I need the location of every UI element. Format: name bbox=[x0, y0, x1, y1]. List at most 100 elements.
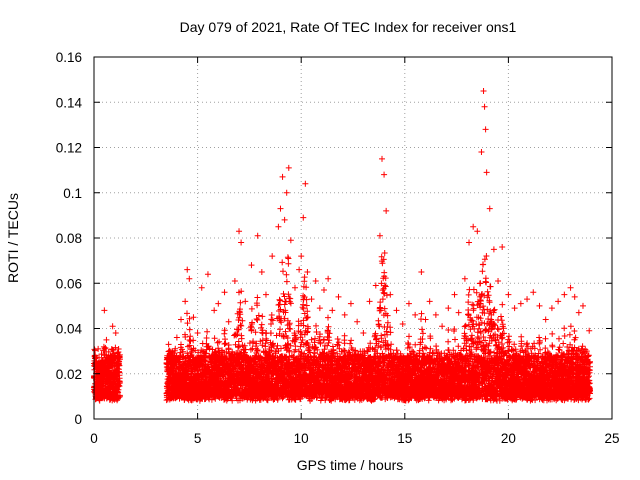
data-point bbox=[269, 253, 276, 260]
data-point bbox=[238, 239, 245, 246]
x-tick-labels: 0 5 10 15 20 25 bbox=[90, 431, 619, 446]
data-point bbox=[198, 284, 205, 291]
data-point bbox=[387, 291, 394, 298]
data-point bbox=[474, 228, 481, 235]
y-tick-label: 0.1 bbox=[63, 186, 82, 201]
y-tick-label: 0.06 bbox=[56, 276, 82, 291]
data-point bbox=[182, 298, 189, 305]
data-point bbox=[291, 284, 298, 291]
data-point bbox=[555, 298, 562, 305]
data-point bbox=[165, 341, 172, 348]
data-point bbox=[542, 316, 549, 323]
y-tick-label: 0.12 bbox=[56, 141, 82, 156]
data-point bbox=[517, 300, 524, 307]
x-tick-label: 15 bbox=[397, 431, 412, 446]
data-point bbox=[548, 305, 555, 312]
data-point bbox=[505, 291, 512, 298]
chart-title: Day 079 of 2021, Rate Of TEC Index for r… bbox=[180, 19, 517, 35]
data-point bbox=[308, 296, 315, 303]
data-point bbox=[262, 291, 269, 298]
y-axis-label: ROTI / TECUs bbox=[5, 193, 21, 283]
data-point bbox=[399, 320, 406, 327]
y-tick-label: 0.08 bbox=[56, 231, 82, 246]
data-point bbox=[281, 216, 288, 223]
grid-lines bbox=[94, 57, 612, 419]
data-point bbox=[254, 232, 261, 239]
data-point bbox=[482, 126, 489, 133]
data-point bbox=[376, 232, 383, 239]
data-point bbox=[530, 289, 537, 296]
data-point bbox=[495, 277, 502, 284]
x-tick-label: 0 bbox=[90, 431, 98, 446]
data-point bbox=[439, 323, 446, 330]
scatter-band bbox=[91, 250, 593, 404]
data-point bbox=[426, 298, 433, 305]
y-tick-label: 0 bbox=[74, 412, 82, 427]
data-point bbox=[302, 180, 309, 187]
noise-points bbox=[91, 250, 593, 404]
data-point bbox=[499, 244, 506, 251]
data-point bbox=[418, 268, 425, 275]
data-point bbox=[236, 228, 243, 235]
data-point bbox=[490, 246, 497, 253]
y-tick-labels: 0 0.02 0.04 0.06 0.08 0.1 0.12 0.14 0.16 bbox=[56, 50, 83, 427]
y-tick-label: 0.16 bbox=[56, 50, 82, 65]
y-tick-label: 0.04 bbox=[56, 322, 83, 337]
data-point bbox=[486, 205, 493, 212]
data-point bbox=[296, 266, 303, 273]
data-point bbox=[455, 309, 462, 316]
data-point bbox=[480, 87, 487, 94]
data-point bbox=[325, 275, 332, 282]
data-point bbox=[354, 318, 361, 325]
data-point bbox=[561, 291, 568, 298]
x-tick-label: 25 bbox=[604, 431, 619, 446]
data-point bbox=[536, 302, 543, 309]
data-point bbox=[571, 293, 578, 300]
data-point bbox=[461, 275, 468, 282]
data-point bbox=[335, 293, 342, 300]
data-point bbox=[275, 223, 282, 230]
data-point bbox=[524, 296, 531, 303]
data-point bbox=[366, 298, 373, 305]
data-point bbox=[393, 307, 400, 314]
data-point bbox=[211, 307, 218, 314]
data-point bbox=[329, 307, 336, 314]
data-point bbox=[184, 266, 191, 273]
data-point bbox=[383, 207, 390, 214]
data-point bbox=[341, 311, 348, 318]
data-point bbox=[372, 282, 379, 289]
data-point bbox=[466, 239, 473, 246]
data-point bbox=[103, 336, 110, 343]
data-point bbox=[112, 330, 119, 337]
data-point bbox=[204, 271, 211, 278]
data-point bbox=[285, 164, 292, 171]
y-tick-label: 0.14 bbox=[56, 95, 83, 110]
data-point bbox=[575, 309, 582, 316]
data-point bbox=[231, 277, 238, 284]
data-point bbox=[277, 205, 284, 212]
data-point bbox=[95, 345, 102, 352]
data-point bbox=[225, 318, 232, 325]
data-point bbox=[248, 262, 255, 269]
data-point bbox=[586, 327, 593, 334]
data-point bbox=[379, 155, 386, 162]
axis-ticks bbox=[93, 56, 613, 420]
data-point bbox=[194, 330, 201, 337]
data-point bbox=[190, 314, 197, 321]
data-point bbox=[283, 189, 290, 196]
data-point bbox=[451, 291, 458, 298]
x-tick-label: 20 bbox=[501, 431, 516, 446]
data-point bbox=[279, 173, 286, 180]
data-point bbox=[481, 103, 488, 110]
data-point bbox=[215, 300, 222, 307]
data-point bbox=[320, 287, 327, 294]
data-point bbox=[432, 311, 439, 318]
y-tick-label: 0.02 bbox=[56, 367, 82, 382]
data-point bbox=[173, 334, 180, 341]
data-point bbox=[221, 289, 228, 296]
data-point bbox=[312, 277, 319, 284]
x-tick-label: 5 bbox=[194, 431, 202, 446]
data-point bbox=[101, 307, 108, 314]
data-point bbox=[478, 149, 485, 156]
